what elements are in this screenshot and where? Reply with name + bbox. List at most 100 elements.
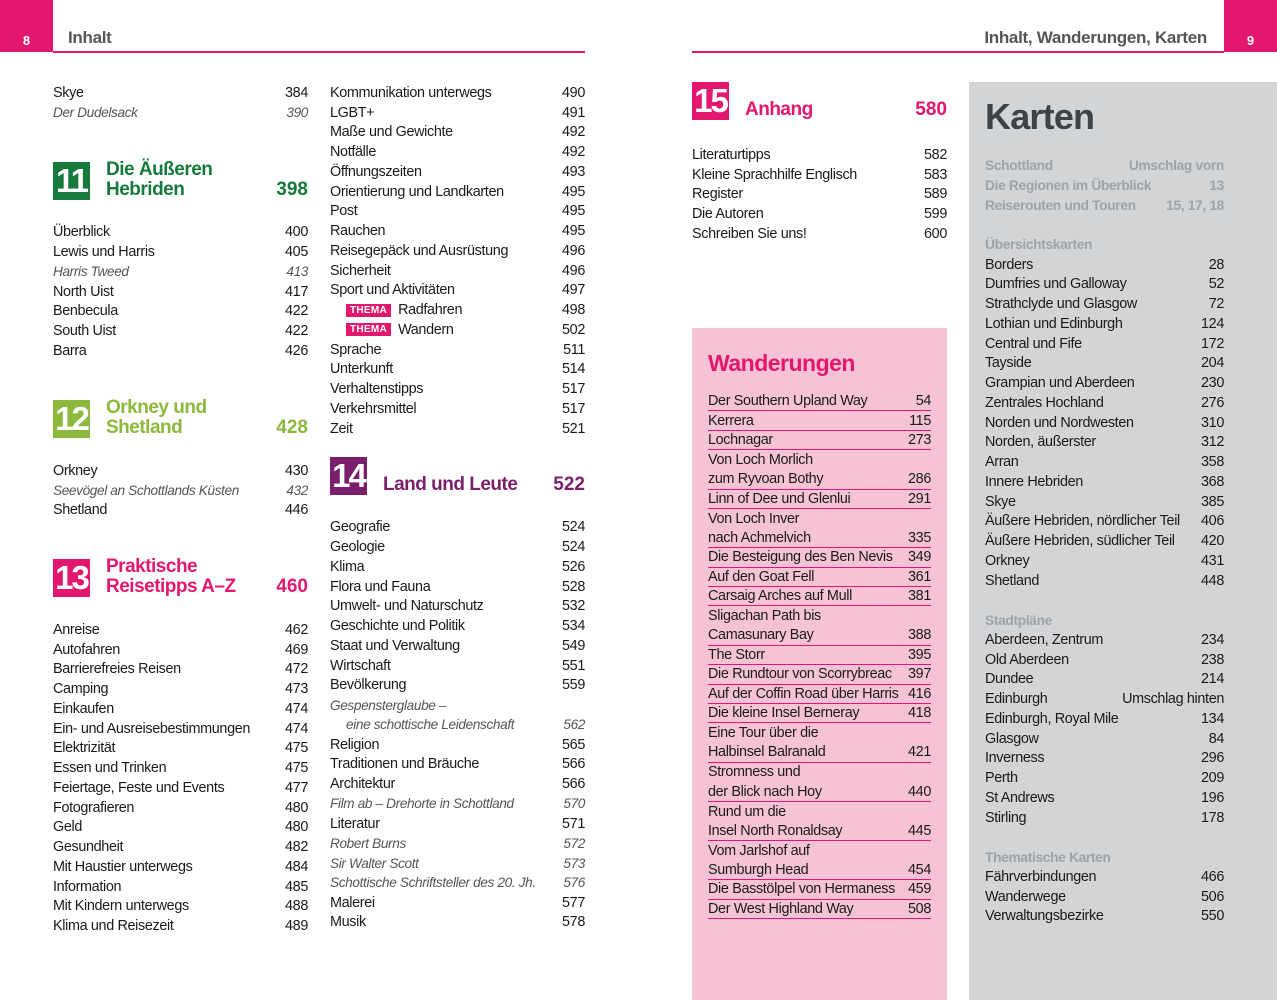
entry-text: Malerei <box>330 894 375 911</box>
entry-row: Orientierung und Landkarten 495 <box>330 182 585 202</box>
entry-row: Mit Haustier unterwegs 484 <box>53 857 308 877</box>
entry-page: 115 <box>909 412 931 429</box>
maps-box: Karten Schottland Umschlag vorn Die Regione… <box>969 82 1277 1000</box>
entry-row: Borders 28 <box>985 255 1224 275</box>
entry-page: 54 <box>915 393 932 410</box>
entry-row: nach Achmelvich 335 <box>708 529 931 549</box>
entry-text: Benbecula <box>53 303 118 320</box>
entry-row: Maße und Gewichte 492 <box>330 123 585 143</box>
map-group: Stadtpläne Aberdeen, Zentrum 234 Old Aberde… <box>985 610 1224 827</box>
entry-page: 517 <box>562 381 585 398</box>
entry-text: Elektrizität <box>53 740 116 757</box>
entry-page: 209 <box>1201 770 1224 787</box>
entry-text: The Storr <box>708 646 765 663</box>
entry-page: 495 <box>562 203 585 220</box>
entry-text: Essen und Trinken <box>53 760 167 777</box>
entry-row: Reiserouten und Touren 15, 17, 18 <box>985 196 1224 216</box>
entry-page: 28 <box>1208 256 1225 273</box>
chapter-number: 12 <box>53 399 90 438</box>
entry-row: Auf der Coffin Road über Harris 416 <box>708 685 931 704</box>
entry-page: 496 <box>562 262 585 279</box>
entry-row: Central und Fife 172 <box>985 334 1224 354</box>
entry-row: Anreise 462 <box>53 620 308 640</box>
entry-page: 514 <box>562 361 585 378</box>
entry-row: Architektur 566 <box>330 774 585 794</box>
entry-page: 480 <box>285 819 308 836</box>
entry-text: Schottland <box>985 158 1053 174</box>
entry-page: 430 <box>285 462 308 479</box>
entry-text: Einkaufen <box>53 700 114 717</box>
chapter-page: 428 <box>276 416 308 438</box>
entry-page: 234 <box>1201 631 1224 648</box>
entry-row: Unterkunft 514 <box>330 360 585 380</box>
entry-text: Die Basstölpel von Hermaness <box>708 881 895 898</box>
entry-page: 502 <box>562 321 585 338</box>
entry-page: 528 <box>562 578 585 595</box>
entry-page: 390 <box>286 105 308 121</box>
entry-page: 485 <box>285 878 308 895</box>
entry-page: 422 <box>285 303 308 320</box>
toc-column: Skye 384 Der Dudelsack 390 11 Die Äußeren Hebr… <box>53 83 308 936</box>
entry-text: Harris Tweed <box>53 264 129 280</box>
entry-text: Strathclyde und Glasgow <box>985 296 1137 313</box>
entry-page: 134 <box>1201 710 1224 727</box>
chapter-title: Land und Leute <box>383 474 518 495</box>
entry-page: 498 <box>562 302 585 319</box>
entry-text: South Uist <box>53 323 116 340</box>
entry-row: Norden und Nordwesten 310 <box>985 413 1224 433</box>
entry-page: Umschlag vorn <box>1128 158 1224 174</box>
entry-text: Schreiben Sie uns! <box>692 225 807 242</box>
entry-page: 238 <box>1201 651 1224 668</box>
entry-text: Überblick <box>53 224 110 241</box>
entry-text: Grampian und Aberdeen <box>985 375 1135 392</box>
entry-row: Elektrizität 475 <box>53 739 308 759</box>
entry-row: Vom Jarlshof auf <box>708 841 931 861</box>
entry-text: Stirling <box>985 809 1027 826</box>
entry-row: Schottische Schriftsteller des 20. Jh. 57… <box>330 873 585 893</box>
entry-page: 420 <box>1201 533 1224 550</box>
entry-page: 566 <box>562 756 585 773</box>
entry-text: Kommunikation unterwegs <box>330 84 492 101</box>
entry-row: Verhaltenstipps 517 <box>330 379 585 399</box>
entry-text: Autofahren <box>53 641 120 658</box>
entry-page: 493 <box>562 163 585 180</box>
entry-text: Camping <box>53 681 109 698</box>
entry-text: Rund um die <box>708 803 786 820</box>
entry-row: LGBT+ 491 <box>330 103 585 123</box>
entry-row: Sir Walter Scott 573 <box>330 853 585 873</box>
chapter-number: 15 <box>692 82 729 120</box>
entry-page: 381 <box>908 588 931 605</box>
entry-row: Halbinsel Balranald 421 <box>708 743 931 763</box>
entry-list: Orkney 430 Seevögel an Schottlands Küsten 4… <box>53 461 308 520</box>
entry-text: Schottische Schriftsteller des 20. Jh. <box>330 875 536 891</box>
entry-row: Malerei 577 <box>330 893 585 913</box>
entry-text: Auf der Coffin Road über Harris <box>708 685 899 702</box>
entry-row: Traditionen und Bräuche 566 <box>330 755 585 775</box>
entry-row: eine schottische Leidenschaft 562 <box>330 715 585 735</box>
entry-text: Geografie <box>330 519 391 536</box>
entry-row: Skye 384 <box>53 83 308 103</box>
entry-text: Der Dudelsack <box>53 105 138 121</box>
entry-text: Norden und Nordwesten <box>985 414 1134 431</box>
entry-page: 473 <box>285 681 308 698</box>
entry-page: 426 <box>285 342 308 359</box>
entry-text: Klima und Reisezeit <box>53 918 174 935</box>
entry-row: Öffnungszeiten 493 <box>330 162 585 182</box>
entry-row: Barra 426 <box>53 341 308 361</box>
entry-page: 573 <box>563 855 585 871</box>
entry-page: 521 <box>562 420 585 437</box>
entry-row: Edinburgh, Royal Mile 134 <box>985 709 1224 729</box>
entry-row: Dundee 214 <box>985 670 1224 690</box>
entry-text: Carsaig Arches auf Mull <box>708 588 852 605</box>
entry-text: Die Besteigung des Ben Nevis <box>708 549 893 566</box>
entry-row: Schreiben Sie uns! 600 <box>692 224 947 244</box>
entry-text: Rauchen <box>330 223 386 240</box>
entry-page: 495 <box>562 223 585 240</box>
entry-page: 600 <box>924 225 947 242</box>
entry-row: Sligachan Path bis <box>708 606 931 626</box>
entry-page: 534 <box>562 618 585 635</box>
entry-text: Orkney <box>53 462 98 479</box>
maps-title: Karten <box>985 96 1095 137</box>
entry-row: Insel North Ronaldsay 445 <box>708 822 931 841</box>
entry-row: zum Ryvoan Bothy 286 <box>708 470 931 490</box>
